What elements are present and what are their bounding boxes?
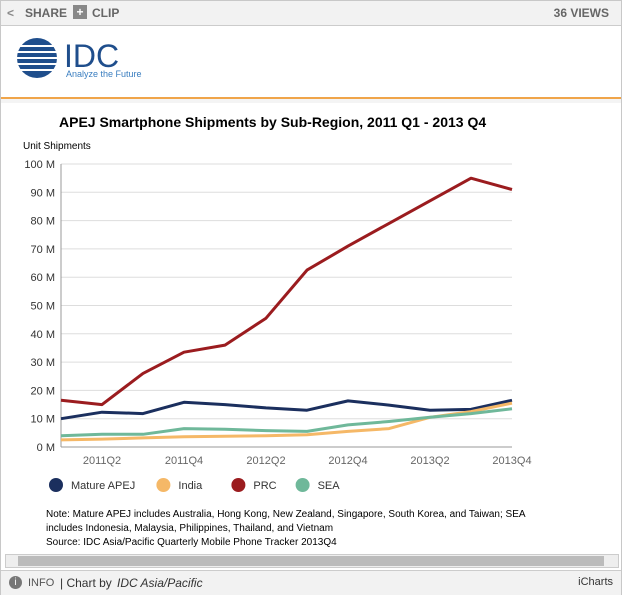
share-button[interactable]: SHARE bbox=[25, 6, 68, 20]
scrollbar-thumb[interactable] bbox=[18, 556, 604, 566]
y-tick-label: 50 M bbox=[31, 301, 55, 313]
x-tick-label: 2012Q2 bbox=[246, 455, 285, 467]
logo-name: IDC bbox=[64, 38, 119, 74]
brand[interactable]: iCharts bbox=[578, 576, 613, 588]
legend-label: PRC bbox=[253, 480, 276, 492]
chart-title: APEJ Smartphone Shipments by Sub-Region,… bbox=[59, 114, 487, 130]
legend-swatch bbox=[295, 478, 310, 492]
y-tick-label: 90 M bbox=[31, 187, 55, 199]
y-tick-label: 20 M bbox=[31, 385, 55, 397]
clip-icon[interactable]: + bbox=[73, 5, 87, 19]
divider-shadow bbox=[1, 99, 621, 103]
view-count: 36 VIEWS bbox=[553, 6, 609, 20]
y-tick-label: 70 M bbox=[31, 244, 55, 256]
logo-stripes bbox=[16, 45, 58, 71]
legend-label: SEA bbox=[318, 480, 341, 492]
legend-swatch bbox=[156, 478, 171, 492]
legend-swatch bbox=[49, 478, 63, 492]
y-axis-label: Unit Shipments bbox=[23, 141, 91, 152]
legend-label: Mature APEJ bbox=[71, 480, 135, 492]
y-tick-label: 0 M bbox=[37, 442, 55, 454]
legend-label: India bbox=[178, 480, 203, 492]
chart-by: | Chart by bbox=[60, 576, 112, 590]
note-line: includes Indonesia, Malaysia, Philippine… bbox=[46, 523, 334, 534]
x-tick-label: 2011Q2 bbox=[83, 455, 121, 467]
info-icon[interactable]: i bbox=[9, 576, 22, 589]
chart: Unit Shipments 0 M 10 M 20 M 30 M 40 M 50 M 60… bbox=[23, 141, 532, 492]
share-icon[interactable]: < bbox=[7, 6, 15, 20]
divider bbox=[1, 97, 621, 99]
y-tick-label: 80 M bbox=[31, 216, 55, 228]
y-tick-label: 100 M bbox=[24, 159, 55, 171]
x-tick-label: 2011Q4 bbox=[165, 455, 203, 467]
scrollbar[interactable] bbox=[5, 554, 619, 568]
chart-source[interactable]: IDC Asia/Pacific bbox=[117, 576, 203, 590]
x-tick-label: 2012Q4 bbox=[328, 455, 367, 467]
logo: IDC Analyze the Future bbox=[16, 38, 142, 79]
series-line bbox=[60, 176, 513, 407]
series-line bbox=[60, 407, 513, 438]
y-tick-label: 30 M bbox=[31, 357, 55, 369]
logo-tagline: Analyze the Future bbox=[66, 69, 142, 79]
y-tick-label: 10 M bbox=[31, 414, 55, 426]
y-tick-label: 60 M bbox=[31, 272, 55, 284]
toolbar: < SHARE + CLIP 36 VIEWS bbox=[1, 1, 621, 26]
series-line bbox=[60, 398, 513, 421]
note-line: Source: IDC Asia/Pacific Quarterly Mobil… bbox=[46, 537, 337, 548]
x-tick-label: 2013Q4 bbox=[492, 455, 531, 467]
clip-button[interactable]: CLIP bbox=[92, 6, 120, 20]
footer: i INFO | Chart by IDC Asia/Pacific iChar… bbox=[1, 570, 621, 595]
x-tick-label: 2013Q2 bbox=[410, 455, 449, 467]
legend-swatch bbox=[231, 478, 246, 492]
info-button[interactable]: INFO bbox=[28, 577, 55, 589]
note-line: Note: Mature APEJ includes Australia, Ho… bbox=[46, 509, 526, 520]
y-tick-label: 40 M bbox=[31, 329, 55, 341]
